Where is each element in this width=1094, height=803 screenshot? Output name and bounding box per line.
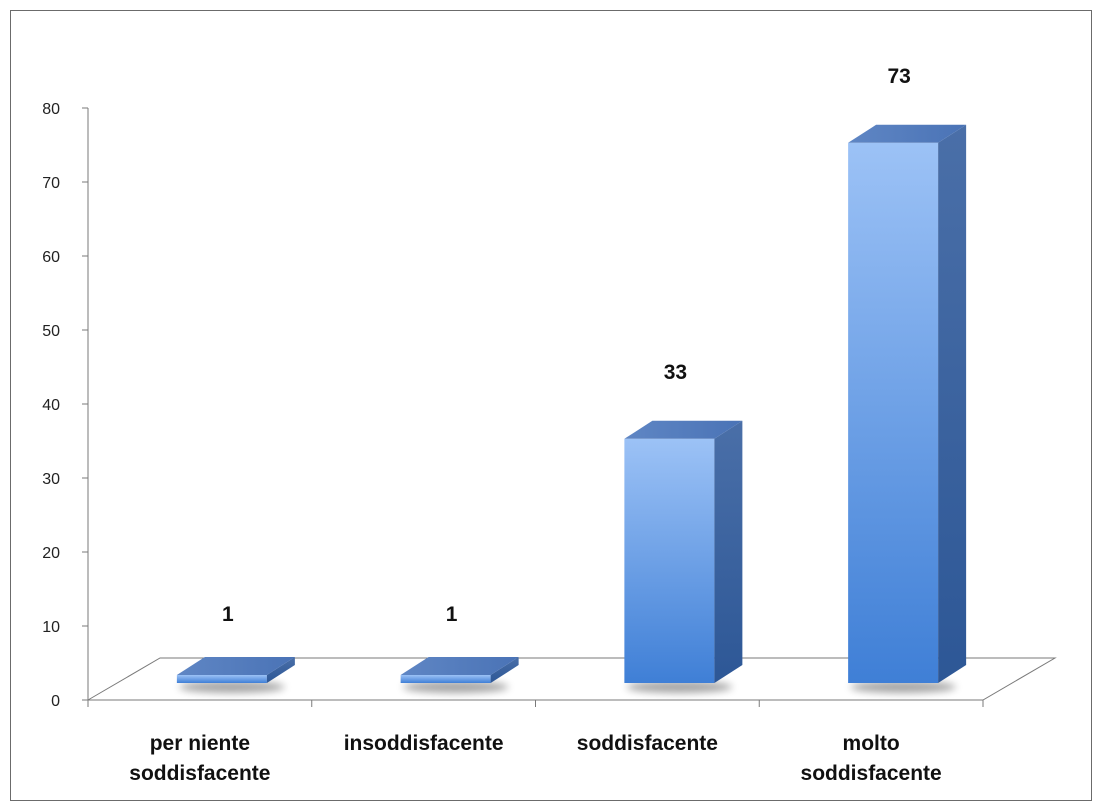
y-tick-label: 30 (42, 471, 60, 488)
y-tick-label: 50 (42, 323, 60, 340)
y-tick-label: 80 (42, 101, 60, 118)
bar-top (176, 657, 295, 675)
bar-side (714, 420, 743, 683)
floor-plane (86, 657, 1057, 701)
data-label: 73 (887, 65, 910, 88)
data-label: 1 (446, 603, 458, 626)
data-label: 1 (222, 603, 234, 626)
bars (176, 124, 967, 693)
y-tick-label: 40 (42, 397, 60, 414)
category-labels: per niente soddisfacente insoddisfacente so… (129, 732, 941, 785)
bar (176, 657, 295, 693)
y-tick-label: 60 (42, 249, 60, 266)
category-label: per niente (150, 732, 250, 755)
bar-shadow (402, 681, 509, 693)
axes (82, 107, 1057, 707)
bar-side (938, 124, 967, 684)
bar-front (848, 142, 939, 684)
bar-side (490, 657, 519, 683)
category-label: insoddisfacente (344, 732, 504, 755)
bar-shadow (850, 681, 957, 693)
bar-top (624, 420, 743, 439)
bar-top (400, 657, 519, 675)
y-tick-labels: 0 10 20 30 40 50 60 70 80 (42, 101, 60, 710)
category-label: soddisfacente (129, 762, 270, 785)
bar-front (176, 675, 267, 683)
category-label: soddisfacente (801, 762, 942, 785)
bar-front (624, 438, 715, 683)
category-label: molto (843, 732, 900, 755)
bar-front (400, 675, 491, 683)
y-tick-label: 10 (42, 619, 60, 636)
bar (400, 657, 519, 693)
bar (624, 420, 743, 693)
bar (848, 124, 967, 693)
bar-side (266, 657, 295, 683)
category-label: soddisfacente (577, 732, 718, 755)
y-tick-label: 0 (51, 693, 60, 710)
bar-top (848, 124, 967, 143)
bar-shadow (626, 681, 733, 693)
y-tick-label: 20 (42, 545, 60, 562)
data-labels: 1 1 33 73 (222, 65, 911, 626)
y-tick-label: 70 (42, 175, 60, 192)
bar-shadow (178, 681, 285, 693)
data-label: 33 (664, 361, 687, 384)
